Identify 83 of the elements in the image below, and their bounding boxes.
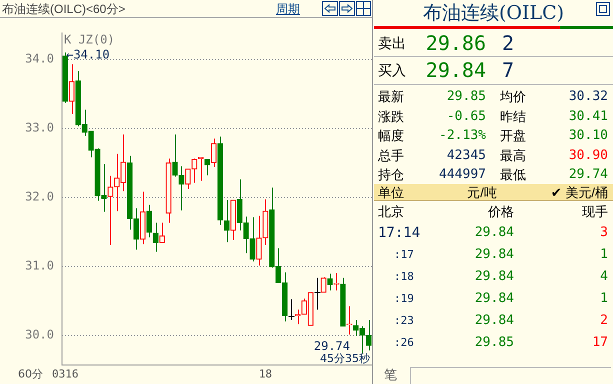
text: 北京 bbox=[378, 203, 404, 221]
text: 卖出 bbox=[378, 34, 406, 53]
text: 29.86 bbox=[426, 31, 486, 55]
candlestick bbox=[256, 215, 262, 266]
y-tick-label: 31.0 bbox=[25, 258, 54, 272]
text: 60分 bbox=[18, 367, 43, 380]
text: -0.65 bbox=[446, 108, 486, 126]
x-tick-label: 0316 bbox=[52, 367, 78, 380]
candlestick bbox=[327, 273, 333, 291]
annotation: K JZ(0) bbox=[64, 32, 115, 46]
candlestick bbox=[320, 276, 326, 293]
text: 1 bbox=[600, 246, 608, 264]
text: 幅度 bbox=[378, 127, 404, 145]
text: 30.41 bbox=[568, 108, 608, 126]
text: 1 bbox=[600, 290, 608, 308]
candlestick bbox=[224, 200, 230, 243]
text: 30.32 bbox=[568, 88, 608, 106]
text: 最高 bbox=[500, 146, 526, 164]
text: 涨跌 bbox=[378, 108, 404, 126]
text: 昨结 bbox=[500, 108, 526, 126]
text: :26 bbox=[394, 335, 414, 351]
text: 开盘 bbox=[500, 127, 526, 145]
candlestick bbox=[108, 175, 114, 246]
text: 29.84 bbox=[474, 268, 514, 286]
candlestick bbox=[288, 298, 295, 320]
text: -2.13% bbox=[439, 127, 486, 145]
y-tick-label: 33.0 bbox=[25, 120, 54, 134]
text: 29.84 bbox=[474, 290, 514, 308]
text: 29.84 bbox=[474, 312, 514, 330]
text: 均价 bbox=[500, 88, 526, 106]
text: 30.90 bbox=[568, 146, 608, 164]
text: 笔 bbox=[384, 366, 397, 384]
text: 4 bbox=[600, 268, 608, 286]
y-tick-label: 32.0 bbox=[25, 189, 54, 204]
text: 2 bbox=[600, 312, 608, 330]
annotation: 29.74 bbox=[314, 338, 350, 353]
text: 30.10 bbox=[568, 127, 608, 145]
text: :17 bbox=[394, 247, 414, 263]
candlestick bbox=[152, 222, 158, 252]
text: 29.74 bbox=[568, 166, 608, 184]
text: 17:14 bbox=[378, 224, 420, 243]
text: 买入 bbox=[378, 61, 406, 80]
candlestick bbox=[210, 138, 217, 168]
text: 元/吨 bbox=[466, 185, 498, 200]
chart-title: 布油连续(OILC)<60分> bbox=[2, 1, 126, 18]
text: 单位 bbox=[378, 185, 404, 200]
text: 最新 bbox=[378, 88, 404, 106]
candlestick bbox=[346, 306, 352, 335]
text: :23 bbox=[394, 313, 414, 329]
text: 17 bbox=[592, 334, 608, 352]
y-tick-label: 30.0 bbox=[25, 327, 54, 342]
text: 7 bbox=[502, 58, 514, 82]
text: 布油连续(OILC) bbox=[422, 1, 566, 26]
text: 29.84 bbox=[426, 58, 486, 82]
candlestick bbox=[159, 222, 165, 244]
text: :18 bbox=[394, 269, 414, 285]
text: 周期 bbox=[276, 1, 300, 18]
candlestick bbox=[146, 204, 152, 238]
candlestick bbox=[204, 158, 210, 176]
x-tick-label: 18 bbox=[258, 367, 272, 380]
candlestick bbox=[185, 168, 191, 190]
candlestick bbox=[314, 277, 321, 310]
annotation: 45分35秒 bbox=[320, 352, 370, 366]
text: 2 bbox=[502, 31, 514, 55]
text: 持仓 bbox=[378, 166, 404, 184]
text: 现手 bbox=[582, 203, 608, 221]
text: ✔ 美元/桶 bbox=[550, 185, 608, 200]
text: :19 bbox=[394, 291, 414, 307]
text: 29.85 bbox=[474, 334, 514, 352]
text: 最低 bbox=[500, 166, 526, 184]
candlestick bbox=[192, 158, 198, 184]
text: 3 bbox=[600, 224, 608, 242]
y-tick-label: 34.0 bbox=[25, 52, 54, 66]
text: 29.84 bbox=[474, 224, 514, 242]
text: 42345 bbox=[446, 146, 486, 164]
text: 444997 bbox=[439, 166, 486, 184]
text: 29.84 bbox=[474, 246, 514, 264]
text: 总手 bbox=[378, 146, 404, 164]
text: 价格 bbox=[488, 203, 514, 221]
candlestick bbox=[68, 64, 75, 114]
annotation: ←34.10 bbox=[66, 48, 110, 62]
text: 29.85 bbox=[446, 88, 486, 106]
candlestick bbox=[198, 156, 204, 182]
